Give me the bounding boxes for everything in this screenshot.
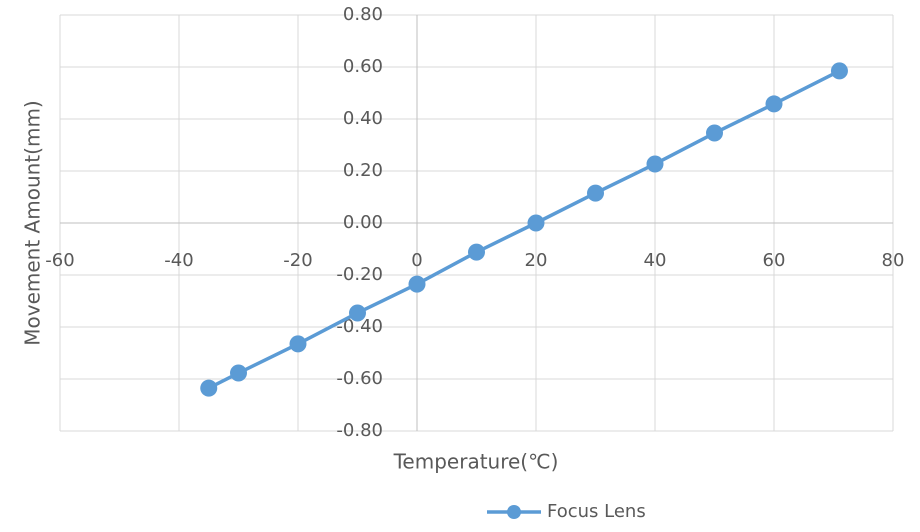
- y-tick-label: 0.60: [343, 56, 383, 77]
- y-tick-label: -0.60: [336, 368, 383, 389]
- y-tick-label: -0.80: [336, 420, 383, 441]
- y-axis-label: Movement Amount(mm): [21, 100, 45, 345]
- data-point: [349, 304, 366, 322]
- data-point: [706, 124, 723, 142]
- data-point: [408, 275, 426, 293]
- x-tick-label: 60: [763, 250, 786, 271]
- series-line: [207, 69, 841, 390]
- x-tick-label: -20: [283, 250, 312, 271]
- data-point: [587, 184, 604, 202]
- legend-marker: [507, 505, 521, 519]
- x-tick-label: 0: [411, 250, 422, 271]
- x-tick-label: 40: [644, 250, 667, 271]
- data-point: [200, 379, 218, 397]
- y-tick-label: 0.20: [343, 160, 383, 181]
- x-tick-label: -40: [164, 250, 193, 271]
- data-point: [527, 214, 545, 232]
- x-tick-label: 20: [525, 250, 548, 271]
- data-point: [765, 95, 783, 113]
- x-axis-label: Temperature(℃): [393, 450, 559, 474]
- data-point: [830, 62, 848, 80]
- legend-label: Focus Lens: [547, 501, 646, 522]
- y-tick-label: 0.80: [343, 4, 383, 25]
- data-point: [289, 335, 307, 353]
- data-point: [646, 155, 664, 173]
- data-point: [230, 364, 247, 382]
- y-tick-label: 0.40: [343, 108, 383, 129]
- x-tick-label: 80: [882, 250, 905, 271]
- y-tick-label: -0.20: [336, 264, 383, 285]
- y-tick-label: -0.40: [336, 316, 383, 337]
- data-point: [468, 243, 485, 261]
- x-tick-label: -60: [45, 250, 74, 271]
- y-tick-label: 0.00: [343, 212, 383, 233]
